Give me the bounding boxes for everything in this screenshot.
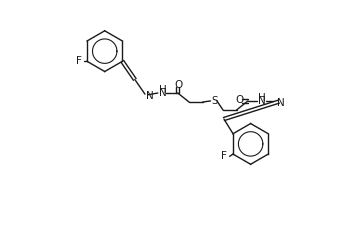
Text: F: F bbox=[75, 56, 82, 66]
Text: F: F bbox=[221, 151, 227, 161]
Text: O: O bbox=[236, 95, 244, 105]
Text: N: N bbox=[258, 96, 266, 106]
Text: N: N bbox=[159, 88, 166, 98]
Text: H: H bbox=[258, 93, 266, 103]
Text: S: S bbox=[211, 96, 218, 106]
Text: H: H bbox=[159, 85, 167, 95]
Text: N: N bbox=[277, 98, 285, 108]
Text: O: O bbox=[175, 80, 183, 90]
Text: N: N bbox=[145, 91, 153, 101]
